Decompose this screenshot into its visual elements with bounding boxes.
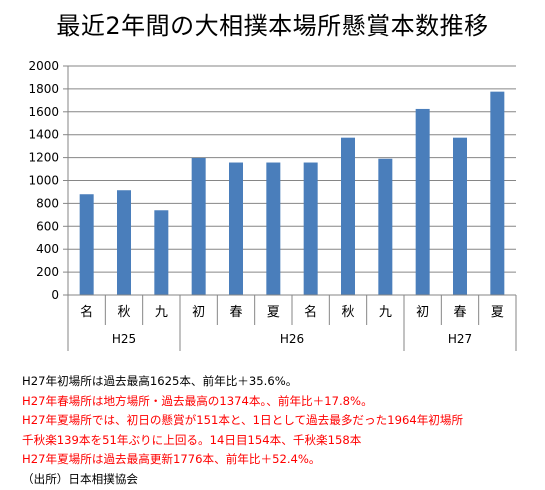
x-tick-label: 夏	[491, 305, 504, 320]
y-tick-label: 1000	[28, 174, 59, 188]
bar	[266, 162, 281, 295]
y-tick-label: 0	[51, 288, 59, 302]
bar	[229, 162, 243, 295]
x-tick-label: 初	[192, 305, 205, 320]
x-tick-label: 名	[80, 304, 93, 320]
y-tick-label: 1800	[28, 82, 59, 96]
note-source: （出所）日本相撲協会	[22, 471, 138, 486]
notes: H27年初場所は過去最高1625本、前年比＋35.6%。 H27年春場所は地方場…	[22, 372, 463, 490]
x-tick-label: 九	[379, 305, 392, 320]
bar	[303, 162, 318, 295]
bar	[79, 194, 94, 295]
note-line-2: H27年春場所は地方場所・過去最高の1374本。、前年比＋17.8%。	[22, 393, 373, 408]
y-tick-label: 600	[36, 219, 59, 233]
bar	[453, 137, 467, 295]
x-tick-label: 秋	[117, 305, 130, 320]
note-line-4: 千秋楽139本を51年ぶりに上回る。14日目154本、千秋楽158本	[22, 432, 362, 447]
bar	[490, 91, 505, 295]
x-tick-label: 春	[229, 305, 242, 320]
group-label: H25	[112, 332, 136, 346]
bar	[415, 108, 430, 295]
group-label: H27	[448, 332, 472, 346]
y-tick-label: 1200	[28, 151, 59, 165]
x-tick-label: 春	[453, 305, 466, 320]
note-line-3: H27年夏場所では、初日の懸賞が151本と、1日として過去最多だった1964年初…	[22, 413, 464, 428]
group-label: H26	[280, 332, 304, 346]
bar	[154, 210, 169, 295]
axis-labels: 0 200 400 600 800 1000 1200 1400 1600 1800 2000 名 秋 九…	[28, 59, 503, 346]
x-tick-label: 夏	[267, 305, 280, 320]
bar	[117, 190, 131, 295]
y-tick-label: 1600	[28, 105, 59, 119]
y-tick-label: 1400	[28, 128, 59, 142]
gridlines	[68, 65, 516, 296]
note-line-1: H27年初場所は過去最高1625本、前年比＋35.6%。	[22, 374, 298, 388]
x-tick-label: 九	[155, 305, 168, 320]
x-tick-label: 名	[304, 304, 317, 320]
x-tick-label: 初	[416, 305, 429, 320]
bars	[79, 91, 505, 295]
axes	[63, 65, 517, 351]
chart-title: 最近2年間の大相撲本場所懸賞本数推移	[56, 12, 489, 40]
bar	[378, 158, 393, 295]
y-tick-label: 200	[36, 265, 59, 279]
bar	[191, 157, 206, 295]
y-tick-label: 400	[36, 242, 59, 256]
y-tick-label: 800	[36, 196, 59, 210]
note-line-5: H27年夏場所は過去最高更新1776本、前年比＋52.4%。	[22, 452, 321, 467]
bar	[341, 137, 355, 295]
bar-chart: 0 200 400 600 800 1000 1200 1400 1600 1800 2000 名 秋 九…	[28, 59, 517, 351]
y-tick-label: 2000	[28, 59, 59, 73]
x-tick-label: 秋	[341, 305, 354, 320]
